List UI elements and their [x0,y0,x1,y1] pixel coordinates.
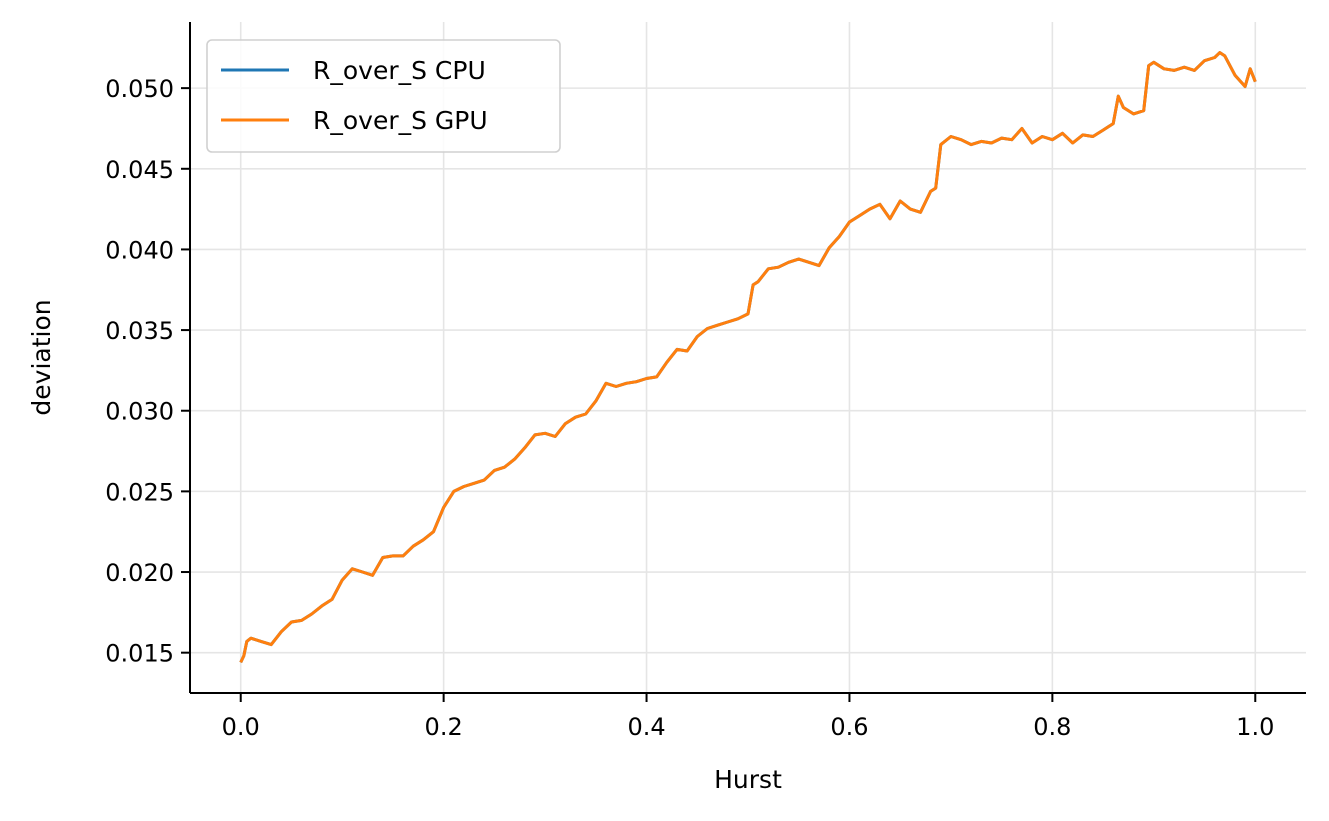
y-tick-label: 0.015 [105,640,174,668]
legend-box [206,39,561,153]
series-layer [239,51,1257,664]
x-axis-label: Hurst [714,765,782,794]
x-tick-label: 1.0 [1236,713,1274,741]
x-tick-label: 0.8 [1033,713,1071,741]
series-line-2 [239,51,1257,664]
x-tick-label: 0.0 [222,713,260,741]
legend: R_over_S CPU R_over_S GPU [206,39,561,153]
x-ticks: 0.0 0.2 0.4 0.6 0.8 1.0 [222,693,1274,741]
y-tick-label: 0.020 [105,559,174,587]
y-ticks: 0.015 0.020 0.025 0.030 0.035 0.040 0.045 0.050 [105,75,190,668]
y-tick-label: 0.035 [105,317,174,345]
x-tick-label: 0.6 [830,713,868,741]
x-tick-label: 0.2 [425,713,463,741]
y-tick-label: 0.040 [105,236,174,264]
y-tick-label: 0.050 [105,75,174,103]
y-tick-label: 0.025 [105,478,174,506]
x-tick-label: 0.4 [627,713,665,741]
y-tick-label: 0.030 [105,398,174,426]
legend-label-1: R_over_S CPU [313,56,486,85]
y-axis-label: deviation [27,299,56,415]
legend-label-2: R_over_S GPU [313,106,488,135]
y-tick-label: 0.045 [105,156,174,184]
